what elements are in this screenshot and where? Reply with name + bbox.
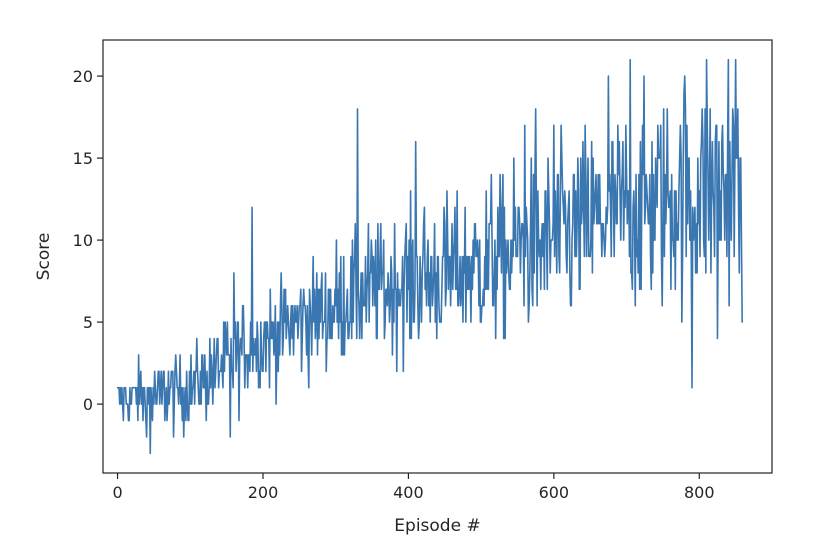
x-axis-title: Episode # bbox=[394, 516, 480, 536]
score-series-line bbox=[116, 58, 743, 455]
y-axis-title: Score bbox=[34, 233, 54, 281]
x-tick-label: 400 bbox=[393, 483, 424, 502]
x-axis: 0 200 400 600 800 bbox=[112, 473, 715, 502]
y-tick-label: 0 bbox=[83, 395, 93, 414]
x-tick-label: 800 bbox=[684, 483, 715, 502]
series-layer bbox=[116, 58, 743, 455]
y-axis: 0 5 10 15 20 bbox=[73, 67, 103, 414]
y-tick-label: 10 bbox=[73, 231, 93, 250]
x-tick-label: 600 bbox=[539, 483, 570, 502]
plot-frame bbox=[102, 39, 773, 474]
y-tick-label: 15 bbox=[73, 149, 93, 168]
x-tick-label: 200 bbox=[248, 483, 279, 502]
y-tick-label: 20 bbox=[73, 67, 93, 86]
x-tick-label: 0 bbox=[112, 483, 122, 502]
y-tick-label: 5 bbox=[83, 313, 93, 332]
